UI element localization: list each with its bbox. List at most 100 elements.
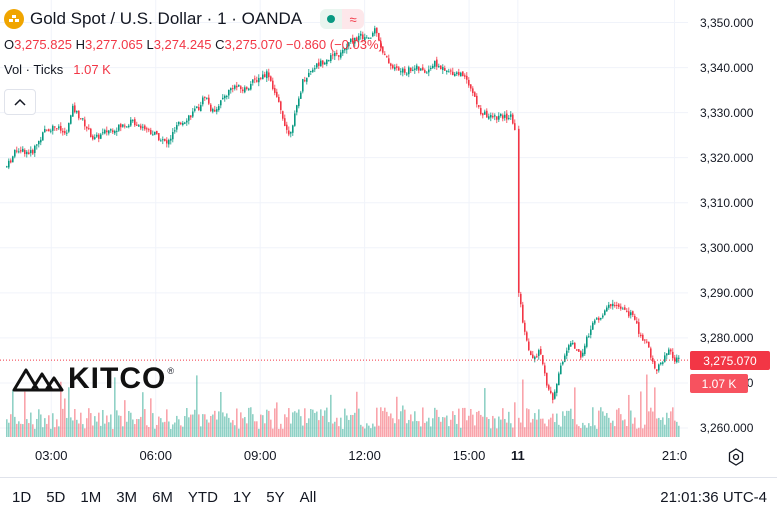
candle-body xyxy=(618,304,620,307)
candle-body xyxy=(352,37,354,43)
range-button-3m[interactable]: 3M xyxy=(116,489,138,506)
candle-body xyxy=(96,134,98,137)
volume-bar xyxy=(220,392,222,437)
session-clock[interactable]: 21:01:36 UTC-4 xyxy=(660,489,767,506)
bottom-toolbar: 1D 5D 1M 3M 6M YTD 1Y 5Y All 21:01:36 UTC-4 xyxy=(0,477,777,518)
volume-bar xyxy=(346,415,348,437)
candle-body xyxy=(184,122,186,124)
range-button-5d[interactable]: 5D xyxy=(46,489,66,506)
wave-icon: ≈ xyxy=(342,9,365,29)
candle-body xyxy=(408,67,410,75)
candle-body xyxy=(392,65,394,69)
candle-body xyxy=(574,342,576,349)
volume-bar xyxy=(312,409,314,437)
volume-bar xyxy=(622,420,624,437)
candle-body xyxy=(54,126,56,128)
volume-bar xyxy=(310,408,312,437)
volume-bar xyxy=(414,411,416,437)
candle-body xyxy=(260,77,262,79)
volume-bar xyxy=(408,419,410,437)
candle-body xyxy=(582,352,584,357)
volume-bar xyxy=(256,421,258,437)
candle-body xyxy=(56,128,58,130)
candle-body xyxy=(258,77,260,83)
volume-bar xyxy=(548,419,550,437)
candle-body xyxy=(310,70,312,72)
range-button-6m[interactable]: 6M xyxy=(152,489,173,506)
range-button-5y[interactable]: 5Y xyxy=(266,489,285,506)
range-button-1y[interactable]: 1Y xyxy=(232,489,252,506)
range-button-1m[interactable]: 1M xyxy=(80,489,102,506)
candle-body xyxy=(648,341,650,348)
volume-bar xyxy=(418,421,420,437)
candle-body xyxy=(426,72,428,74)
volume-bar xyxy=(74,409,76,437)
candle-body xyxy=(540,348,542,355)
candle-body xyxy=(570,343,572,347)
volume-bar xyxy=(522,379,524,437)
collapse-legend-button[interactable] xyxy=(4,89,36,115)
volume-bar xyxy=(230,422,232,437)
candle-body xyxy=(642,334,644,341)
candle-body xyxy=(136,124,138,126)
status-pill[interactable]: ≈ xyxy=(320,9,365,29)
volume-bar xyxy=(388,416,390,437)
candle-body xyxy=(242,89,244,92)
volume-bar xyxy=(606,413,608,437)
candle-body xyxy=(460,72,462,77)
candle-body xyxy=(114,130,116,134)
volume-bar xyxy=(406,423,408,437)
volume-bar xyxy=(216,419,218,437)
volume-bar xyxy=(70,417,72,437)
volume-bar xyxy=(626,426,628,437)
price-tick: 3,260.000 xyxy=(700,420,754,435)
time-tick: 15:00 xyxy=(452,448,486,463)
kitco-wordmark: KITCO xyxy=(68,362,167,395)
candle-body xyxy=(206,97,208,99)
volume-bar xyxy=(602,411,604,437)
candle-body xyxy=(442,67,444,71)
volume-bar xyxy=(678,425,680,437)
volume-bar xyxy=(462,407,464,437)
candle-body xyxy=(358,35,360,41)
candle-body xyxy=(490,115,492,118)
range-button-all[interactable]: All xyxy=(299,489,317,506)
candle-body xyxy=(316,63,318,68)
candle-body xyxy=(156,130,158,135)
candle-body xyxy=(324,62,326,65)
last-volume-label: 1.07 K xyxy=(690,374,748,393)
volume-bar xyxy=(280,423,282,437)
volume-bar xyxy=(592,407,594,437)
volume-bar xyxy=(104,423,106,437)
volume-bar xyxy=(112,428,114,437)
candle-body xyxy=(400,71,402,73)
volume-bar xyxy=(54,427,56,437)
range-button-1d[interactable]: 1D xyxy=(12,489,32,506)
candle-body xyxy=(434,60,436,67)
volume-bar xyxy=(224,416,226,437)
candle-body xyxy=(100,134,102,139)
volume-bar xyxy=(246,423,248,437)
symbol-title[interactable]: Gold Spot / U.S. Dollar · 1 · OANDA xyxy=(30,9,303,28)
price-chart-area[interactable] xyxy=(0,0,688,437)
candle-body xyxy=(510,114,512,117)
candle-body xyxy=(276,91,278,97)
candlestick-chart[interactable] xyxy=(0,0,688,437)
volume-bar xyxy=(180,425,182,437)
time-axis[interactable]: 03:00 06:00 09:00 12:00 15:00 11 21:0 xyxy=(0,437,688,477)
volume-bar xyxy=(44,418,46,437)
candle-body xyxy=(596,318,598,320)
price-tick: 3,310.000 xyxy=(700,195,754,210)
candle-body xyxy=(174,130,176,132)
price-axis[interactable]: 3,350.000 3,340.000 3,330.000 3,320.000 3,31… xyxy=(688,0,777,437)
candle-body xyxy=(576,349,578,351)
candle-body xyxy=(292,125,294,133)
candle-body xyxy=(118,124,120,131)
candle-body xyxy=(404,68,406,73)
range-button-ytd[interactable]: YTD xyxy=(187,489,218,506)
candle-body xyxy=(554,391,556,399)
candle-body xyxy=(458,72,460,75)
settings-gear-icon[interactable] xyxy=(726,447,746,467)
volume-bar xyxy=(232,420,234,437)
candle-body xyxy=(194,108,196,111)
